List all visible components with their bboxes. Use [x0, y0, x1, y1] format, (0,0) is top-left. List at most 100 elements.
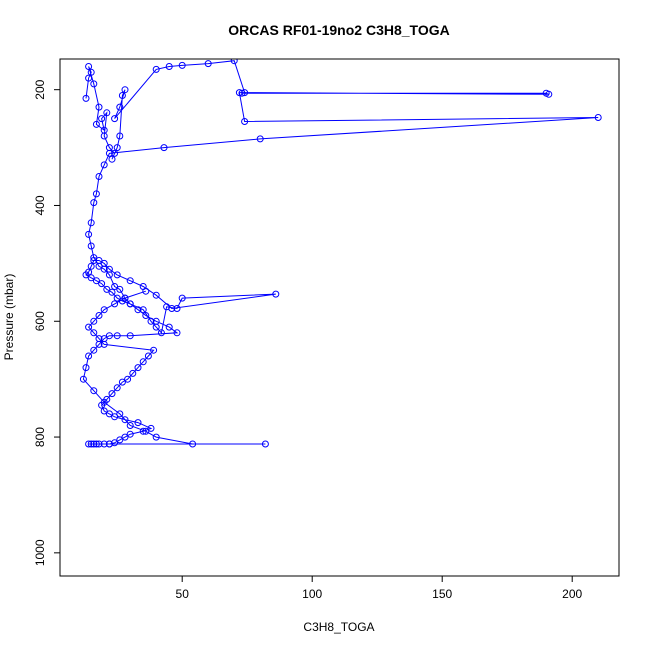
- data-point: [113, 144, 121, 152]
- data-point: [126, 422, 134, 429]
- data-point: [108, 390, 116, 398]
- data-point: [95, 173, 103, 180]
- y-tick-label: 400: [33, 195, 47, 215]
- series-layer: [79, 59, 602, 448]
- data-point: [121, 86, 129, 94]
- data-point: [100, 440, 108, 448]
- data-point: [111, 413, 119, 421]
- data-point: [594, 114, 602, 121]
- data-point: [82, 94, 90, 102]
- y-tick-label: 1000: [33, 539, 47, 566]
- data-point: [189, 440, 197, 448]
- data-point: [103, 395, 111, 403]
- data-point: [100, 306, 108, 314]
- data-point: [126, 332, 134, 340]
- data-point: [85, 352, 93, 360]
- data-point: [87, 274, 95, 282]
- data-point: [105, 149, 113, 157]
- data-point: [111, 149, 119, 157]
- data-point: [85, 440, 93, 448]
- data-point: [173, 329, 181, 337]
- data-point: [95, 103, 103, 111]
- data-point: [142, 287, 150, 295]
- data-point: [105, 332, 113, 340]
- data-point: [147, 317, 155, 325]
- data-point: [178, 61, 186, 69]
- data-point: [95, 335, 103, 343]
- data-point: [129, 369, 137, 377]
- data-point: [139, 358, 147, 366]
- data-point: [90, 440, 98, 448]
- data-point: [124, 375, 132, 383]
- data-point: [103, 285, 111, 293]
- data-point: [116, 410, 124, 418]
- data-point: [105, 265, 113, 273]
- data-point: [95, 257, 103, 264]
- data-point: [90, 257, 98, 264]
- data-point: [82, 364, 90, 372]
- x-axis-label: C3H8_TOGA: [303, 620, 374, 634]
- data-point: [116, 132, 124, 140]
- data-point: [100, 161, 108, 169]
- data-point: [85, 323, 93, 331]
- data-point: [152, 317, 160, 325]
- data-point: [92, 277, 100, 285]
- data-point: [126, 277, 134, 285]
- data-point: [87, 242, 95, 250]
- data-point: [105, 410, 113, 418]
- data-point: [173, 305, 181, 312]
- x-tick-label: 50: [176, 587, 190, 601]
- data-point: [116, 436, 124, 444]
- data-point: [121, 294, 129, 302]
- y-tick-label: 600: [33, 311, 47, 331]
- y-tick-label: 800: [33, 427, 47, 447]
- x-tick-label: 100: [302, 587, 322, 601]
- data-point: [118, 378, 126, 386]
- x-axis: 50 100 150 200: [176, 575, 583, 601]
- data-point: [79, 375, 87, 383]
- data-point: [90, 254, 98, 262]
- data-point: [87, 68, 95, 76]
- data-point: [116, 103, 124, 111]
- data-point: [90, 317, 98, 325]
- data-point: [111, 115, 119, 123]
- data-point: [90, 387, 98, 395]
- data-point: [139, 427, 147, 435]
- data-point: [92, 440, 100, 448]
- data-point: [116, 285, 124, 293]
- chart-title: ORCAS RF01-19no2 C3H8_TOGA: [228, 22, 449, 38]
- data-point: [100, 407, 108, 415]
- data-point: [144, 352, 152, 360]
- data-point: [90, 199, 98, 207]
- data-point: [111, 439, 119, 447]
- data-point: [87, 219, 95, 227]
- data-point: [113, 294, 121, 302]
- data-point: [261, 440, 269, 448]
- data-point: [87, 262, 95, 270]
- data-point: [147, 424, 155, 432]
- data-point: [103, 109, 111, 117]
- data-point: [168, 305, 176, 312]
- data-point: [90, 346, 98, 354]
- data-point: [111, 283, 119, 290]
- data-point: [92, 190, 100, 198]
- data-point: [204, 60, 212, 68]
- data-point: [100, 259, 108, 267]
- y-axis-label: Pressure (mbar): [2, 274, 16, 361]
- data-point: [98, 401, 106, 409]
- data-point: [121, 433, 129, 441]
- x-tick-label: 150: [432, 587, 452, 601]
- x-tick-label: 200: [562, 587, 582, 601]
- data-point: [90, 80, 98, 88]
- data-point: [126, 430, 134, 438]
- data-point: [126, 300, 134, 308]
- data-point: [152, 65, 160, 73]
- data-point: [142, 312, 150, 319]
- data-point: [85, 63, 93, 70]
- data-point: [142, 427, 150, 435]
- data-point: [238, 89, 246, 97]
- data-point: [241, 89, 249, 97]
- data-point: [134, 419, 142, 427]
- data-point: [111, 300, 119, 308]
